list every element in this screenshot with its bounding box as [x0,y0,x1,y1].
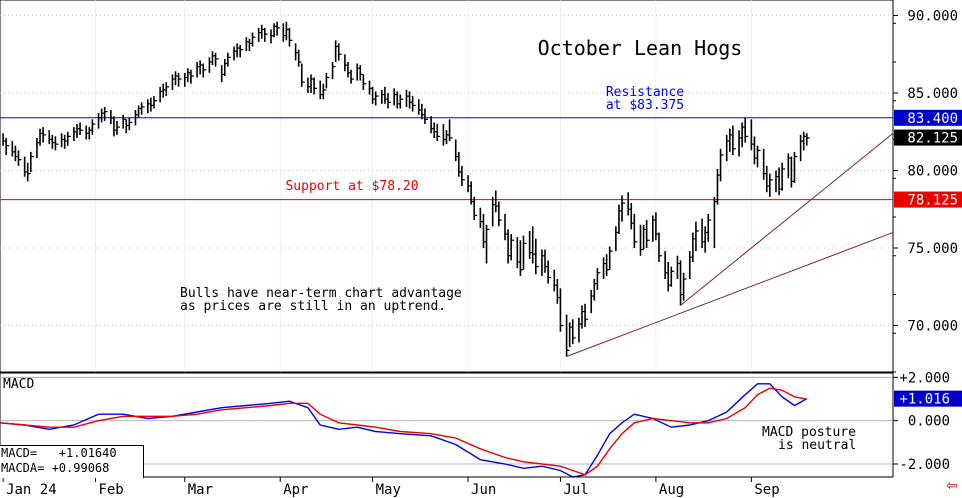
macd-panel: MACD MACD posture is neutral +2.000 0.000… [0,370,962,478]
macd-tick-label: +2.000 [899,370,950,386]
macda-readout-value: MACDA= +0.99068 [1,461,110,475]
month-label: Jul [563,482,588,498]
price-flag-label: 78.125 [907,193,958,209]
price-flag [894,191,962,208]
price-tick-label: 75.000 [907,241,958,257]
chart-title: October Lean Hogs [538,36,743,60]
macd-value-flag-label: +1.016 [899,392,950,408]
uptrend-line [680,132,894,306]
price-panel: October Lean Hogs Resistance at $83.375 … [0,0,962,373]
price-annotation-line2: as prices are still in an uptrend. [180,299,446,314]
macd-tick-label: -2.000 [899,457,950,473]
price-tick-label: 85.000 [907,86,958,102]
macda-signal-line [0,387,807,476]
month-label: Sep [754,482,779,498]
macd-readout: MACD= +1.01640 MACDA= +0.99068 [0,445,144,478]
price-flag-label: 83.400 [907,111,958,127]
resistance-label-line2: at $83.375 [606,98,684,113]
macd-tick-label: 0.000 [908,414,950,430]
price-flag [894,109,962,126]
macd-annotation-line1: MACD posture [762,425,856,440]
support-label: Support at $78.20 [285,179,418,194]
month-label: Aug [659,482,684,498]
month-label: Jun [471,482,496,498]
macd-panel-title: MACD [3,377,34,392]
price-tick-label: 90.000 [907,9,958,25]
month-label: Apr [283,482,308,498]
price-annotation-line1: Bulls have near-term chart advantage [180,286,462,301]
month-label: Feb [98,482,123,498]
back-arrow-icon[interactable]: ⇦ [946,478,958,494]
month-label: May [376,482,401,498]
price-tick-label: 70.000 [907,319,958,335]
month-label: Jan 24 [6,482,57,498]
resistance-label-line1: Resistance [606,85,684,100]
uptrend-line [566,232,894,357]
price-flag-label: 82.125 [907,131,958,147]
price-tick-label: 80.000 [907,164,958,180]
macd-value-flag [894,390,962,407]
price-panel-frame [0,0,894,373]
time-axis: Jan 24 Feb Mar Apr May Jun Jul Aug Sep [0,476,893,498]
macd-readout-value: MACD= +1.01640 [1,446,117,460]
price-flag [894,129,962,146]
macd-annotation-line2: is neutral [778,438,856,453]
month-label: Mar [188,482,213,498]
